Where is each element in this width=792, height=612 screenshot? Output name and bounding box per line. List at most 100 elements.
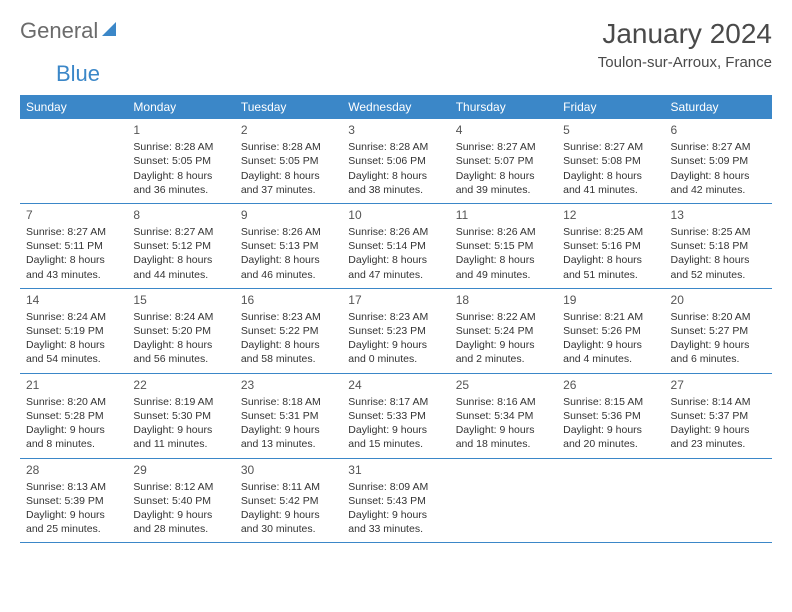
day-number: 21 bbox=[26, 377, 121, 393]
day-number: 29 bbox=[133, 462, 228, 478]
dl2-text: and 41 minutes. bbox=[563, 183, 658, 197]
calendar-day-cell: 10Sunrise: 8:26 AMSunset: 5:14 PMDayligh… bbox=[342, 203, 449, 288]
calendar-day-cell: 28Sunrise: 8:13 AMSunset: 5:39 PMDayligh… bbox=[20, 458, 127, 543]
sunrise-text: Sunrise: 8:23 AM bbox=[241, 310, 336, 324]
sunrise-text: Sunrise: 8:27 AM bbox=[563, 140, 658, 154]
calendar-day-cell: 22Sunrise: 8:19 AMSunset: 5:30 PMDayligh… bbox=[127, 373, 234, 458]
day-number: 31 bbox=[348, 462, 443, 478]
calendar-day-cell: 7Sunrise: 8:27 AMSunset: 5:11 PMDaylight… bbox=[20, 203, 127, 288]
sunrise-text: Sunrise: 8:27 AM bbox=[133, 225, 228, 239]
calendar-day-cell: 29Sunrise: 8:12 AMSunset: 5:40 PMDayligh… bbox=[127, 458, 234, 543]
sunset-text: Sunset: 5:33 PM bbox=[348, 409, 443, 423]
calendar-day-cell: 30Sunrise: 8:11 AMSunset: 5:42 PMDayligh… bbox=[235, 458, 342, 543]
sunset-text: Sunset: 5:06 PM bbox=[348, 154, 443, 168]
sunrise-text: Sunrise: 8:27 AM bbox=[671, 140, 766, 154]
calendar-day-cell: 5Sunrise: 8:27 AMSunset: 5:08 PMDaylight… bbox=[557, 119, 664, 203]
dl1-text: Daylight: 8 hours bbox=[563, 253, 658, 267]
sunset-text: Sunset: 5:27 PM bbox=[671, 324, 766, 338]
sunrise-text: Sunrise: 8:09 AM bbox=[348, 480, 443, 494]
dl2-text: and 36 minutes. bbox=[133, 183, 228, 197]
day-number: 18 bbox=[456, 292, 551, 308]
calendar-day-cell bbox=[557, 458, 664, 543]
logo: General bbox=[20, 18, 118, 44]
sunrise-text: Sunrise: 8:27 AM bbox=[456, 140, 551, 154]
calendar-week-row: 7Sunrise: 8:27 AMSunset: 5:11 PMDaylight… bbox=[20, 203, 772, 288]
weekday-header: Thursday bbox=[450, 95, 557, 119]
sunrise-text: Sunrise: 8:17 AM bbox=[348, 395, 443, 409]
calendar-day-cell: 17Sunrise: 8:23 AMSunset: 5:23 PMDayligh… bbox=[342, 288, 449, 373]
day-number: 1 bbox=[133, 122, 228, 138]
calendar-table: Sunday Monday Tuesday Wednesday Thursday… bbox=[20, 95, 772, 543]
dl1-text: Daylight: 9 hours bbox=[26, 423, 121, 437]
calendar-day-cell: 11Sunrise: 8:26 AMSunset: 5:15 PMDayligh… bbox=[450, 203, 557, 288]
dl1-text: Daylight: 9 hours bbox=[671, 338, 766, 352]
dl2-text: and 37 minutes. bbox=[241, 183, 336, 197]
dl1-text: Daylight: 8 hours bbox=[241, 338, 336, 352]
dl1-text: Daylight: 9 hours bbox=[563, 423, 658, 437]
sunset-text: Sunset: 5:19 PM bbox=[26, 324, 121, 338]
weekday-header-row: Sunday Monday Tuesday Wednesday Thursday… bbox=[20, 95, 772, 119]
dl2-text: and 23 minutes. bbox=[671, 437, 766, 451]
sunrise-text: Sunrise: 8:26 AM bbox=[241, 225, 336, 239]
calendar-day-cell: 12Sunrise: 8:25 AMSunset: 5:16 PMDayligh… bbox=[557, 203, 664, 288]
dl1-text: Daylight: 8 hours bbox=[241, 169, 336, 183]
sunrise-text: Sunrise: 8:15 AM bbox=[563, 395, 658, 409]
dl1-text: Daylight: 9 hours bbox=[563, 338, 658, 352]
day-number: 22 bbox=[133, 377, 228, 393]
day-number: 25 bbox=[456, 377, 551, 393]
dl2-text: and 44 minutes. bbox=[133, 268, 228, 282]
sunrise-text: Sunrise: 8:21 AM bbox=[563, 310, 658, 324]
logo-text-1: General bbox=[20, 18, 98, 44]
sunrise-text: Sunrise: 8:11 AM bbox=[241, 480, 336, 494]
day-number: 26 bbox=[563, 377, 658, 393]
weekday-header: Sunday bbox=[20, 95, 127, 119]
logo-text-2: Blue bbox=[56, 61, 100, 86]
sunrise-text: Sunrise: 8:28 AM bbox=[133, 140, 228, 154]
sunset-text: Sunset: 5:31 PM bbox=[241, 409, 336, 423]
calendar-day-cell: 16Sunrise: 8:23 AMSunset: 5:22 PMDayligh… bbox=[235, 288, 342, 373]
day-number: 30 bbox=[241, 462, 336, 478]
calendar-day-cell: 26 Sunrise: 8:15 AMSunset: 5:36 PMDayligh… bbox=[557, 373, 664, 458]
dl2-text: and 46 minutes. bbox=[241, 268, 336, 282]
calendar-day-cell: 14Sunrise: 8:24 AMSunset: 5:19 PMDayligh… bbox=[20, 288, 127, 373]
dl1-text: Daylight: 9 hours bbox=[348, 508, 443, 522]
sunset-text: Sunset: 5:39 PM bbox=[26, 494, 121, 508]
calendar-week-row: 28Sunrise: 8:13 AMSunset: 5:39 PMDayligh… bbox=[20, 458, 772, 543]
sunrise-text: Sunrise: 8:26 AM bbox=[456, 225, 551, 239]
dl2-text: and 39 minutes. bbox=[456, 183, 551, 197]
calendar-day-cell bbox=[20, 119, 127, 203]
dl1-text: Daylight: 8 hours bbox=[26, 253, 121, 267]
dl2-text: and 58 minutes. bbox=[241, 352, 336, 366]
sunset-text: Sunset: 5:36 PM bbox=[563, 409, 658, 423]
sunset-text: Sunset: 5:13 PM bbox=[241, 239, 336, 253]
calendar-week-row: 14Sunrise: 8:24 AMSunset: 5:19 PMDayligh… bbox=[20, 288, 772, 373]
dl1-text: Daylight: 9 hours bbox=[241, 508, 336, 522]
sunset-text: Sunset: 5:15 PM bbox=[456, 239, 551, 253]
day-number: 6 bbox=[671, 122, 766, 138]
sunset-text: Sunset: 5:14 PM bbox=[348, 239, 443, 253]
sunrise-text: Sunrise: 8:23 AM bbox=[348, 310, 443, 324]
calendar-day-cell: 6Sunrise: 8:27 AMSunset: 5:09 PMDaylight… bbox=[665, 119, 772, 203]
day-number: 5 bbox=[563, 122, 658, 138]
sunset-text: Sunset: 5:18 PM bbox=[671, 239, 766, 253]
dl1-text: Daylight: 9 hours bbox=[456, 423, 551, 437]
dl2-text: and 2 minutes. bbox=[456, 352, 551, 366]
dl2-text: and 51 minutes. bbox=[563, 268, 658, 282]
sunset-text: Sunset: 5:05 PM bbox=[241, 154, 336, 168]
dl2-text: and 47 minutes. bbox=[348, 268, 443, 282]
dl1-text: Daylight: 9 hours bbox=[133, 423, 228, 437]
day-number: 19 bbox=[563, 292, 658, 308]
day-number: 2 bbox=[241, 122, 336, 138]
sunset-text: Sunset: 5:34 PM bbox=[456, 409, 551, 423]
calendar-day-cell: 15Sunrise: 8:24 AMSunset: 5:20 PMDayligh… bbox=[127, 288, 234, 373]
sunset-text: Sunset: 5:20 PM bbox=[133, 324, 228, 338]
weekday-header: Monday bbox=[127, 95, 234, 119]
dl1-text: Daylight: 9 hours bbox=[133, 508, 228, 522]
sunrise-text: Sunrise: 8:13 AM bbox=[26, 480, 121, 494]
day-number: 9 bbox=[241, 207, 336, 223]
calendar-day-cell: 9Sunrise: 8:26 AMSunset: 5:13 PMDaylight… bbox=[235, 203, 342, 288]
sunrise-text: Sunrise: 8:24 AM bbox=[133, 310, 228, 324]
dl2-text: and 20 minutes. bbox=[563, 437, 658, 451]
day-number: 3 bbox=[348, 122, 443, 138]
dl2-text: and 8 minutes. bbox=[26, 437, 121, 451]
